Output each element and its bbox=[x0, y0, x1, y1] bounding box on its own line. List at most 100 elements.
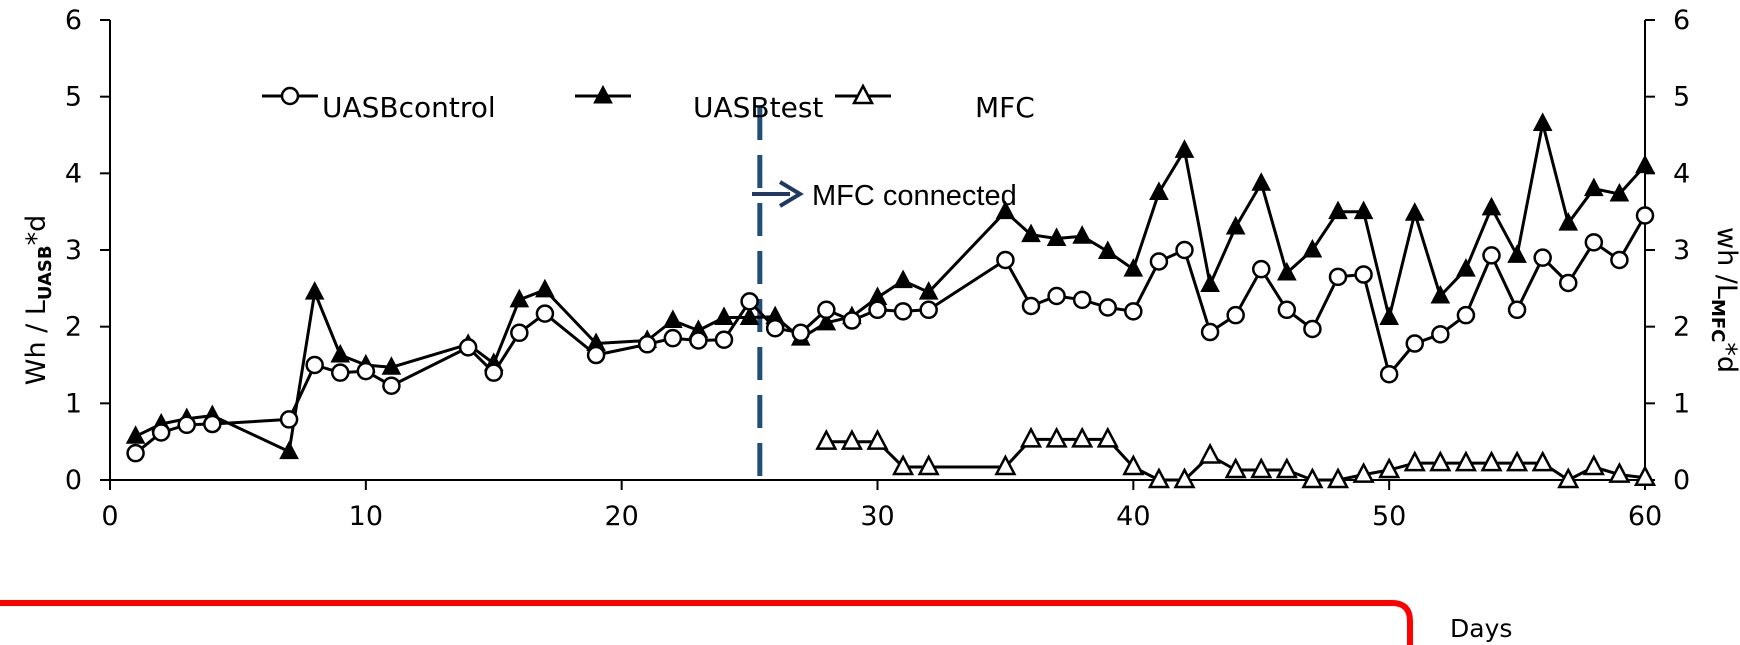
y-tick-label-left: 6 bbox=[65, 5, 82, 36]
annotation: MFC connected bbox=[752, 180, 1017, 212]
data-point-uasbcontrol bbox=[1431, 325, 1450, 344]
data-point-mfc bbox=[1045, 426, 1068, 448]
series-uasbcontrol bbox=[126, 206, 1655, 463]
x-tick-label: 50 bbox=[1372, 501, 1406, 532]
data-point-uasbtest bbox=[1276, 261, 1297, 281]
data-point-uasbtest bbox=[1328, 200, 1348, 220]
data-point-mfc bbox=[1352, 461, 1375, 483]
data-point-uasbcontrol bbox=[663, 328, 683, 348]
data-point-uasbcontrol bbox=[1405, 334, 1424, 353]
legend-item-mfc: MFC bbox=[835, 83, 1035, 124]
data-point-uasbcontrol bbox=[1124, 302, 1143, 321]
data-point-mfc bbox=[815, 428, 838, 450]
y-tick-label-right: 1 bbox=[1673, 388, 1690, 419]
data-point-uasbtest bbox=[918, 281, 939, 300]
legend: UASBcontrol UASBtest MFC bbox=[262, 83, 1035, 124]
data-point-uasbcontrol bbox=[1635, 206, 1655, 225]
data-point-uasbtest bbox=[1379, 306, 1400, 325]
data-point-mfc bbox=[1506, 450, 1529, 472]
y-tick-label-left: 0 bbox=[65, 465, 82, 496]
y-tick-label-right: 0 bbox=[1673, 465, 1690, 496]
axes: 0 01 12 23 34 45 56 60 10 20 30 40 50 60 bbox=[65, 5, 1690, 532]
data-point-uasbcontrol bbox=[1533, 248, 1552, 267]
data-point-uasbtest bbox=[1635, 154, 1655, 174]
data-point-mfc bbox=[994, 454, 1017, 476]
data-point-mfc bbox=[1454, 450, 1477, 472]
data-point-mfc bbox=[1608, 461, 1631, 483]
x-tick-label: 30 bbox=[860, 501, 894, 532]
plot-area bbox=[125, 112, 1657, 489]
data-point-uasbcontrol bbox=[842, 311, 862, 330]
y-axis-label-left: Wh / LUASB*d bbox=[21, 215, 56, 385]
data-point-uasbtest bbox=[739, 306, 760, 325]
series-line-uasbtest bbox=[134, 122, 1647, 454]
data-point-uasbtest bbox=[279, 440, 299, 460]
data-point-uasbcontrol bbox=[1149, 252, 1169, 271]
y-tick-label-right: 5 bbox=[1673, 82, 1690, 113]
data-point-uasbtest bbox=[1481, 196, 1502, 216]
data-point-uasbtest bbox=[893, 269, 913, 289]
legend-label-uasbtest: UASBtest bbox=[693, 91, 823, 124]
data-point-mfc bbox=[1582, 454, 1605, 476]
data-point-uasbcontrol bbox=[868, 300, 887, 320]
data-point-uasbtest bbox=[1251, 172, 1272, 191]
legend-item-uasbcontrol: UASBcontrol bbox=[262, 86, 496, 124]
x-tick-label: 0 bbox=[101, 501, 118, 532]
x-tick-label: 20 bbox=[604, 501, 638, 532]
series-uasbtest bbox=[125, 112, 1655, 460]
data-point-uasbcontrol bbox=[203, 414, 222, 434]
data-point-uasbtest bbox=[1353, 200, 1374, 220]
data-point-uasbtest bbox=[1532, 112, 1553, 131]
data-point-uasbtest bbox=[1200, 273, 1220, 292]
data-point-uasbtest bbox=[509, 288, 530, 308]
data-point-uasbcontrol bbox=[1303, 319, 1322, 339]
x-tick-label: 40 bbox=[1116, 501, 1150, 532]
data-point-uasbcontrol bbox=[1277, 300, 1297, 320]
data-point-uasbtest bbox=[1507, 244, 1527, 263]
legend-item-uasbtest: UASBtest bbox=[575, 84, 823, 124]
data-point-mfc bbox=[1019, 426, 1043, 448]
data-point-uasbcontrol bbox=[817, 300, 836, 320]
data-point-mfc bbox=[1096, 426, 1119, 448]
data-point-uasbcontrol bbox=[996, 250, 1015, 270]
y-tick-label-left: 1 bbox=[65, 388, 82, 419]
data-point-mfc bbox=[1147, 467, 1170, 489]
data-point-uasbcontrol bbox=[1482, 246, 1501, 265]
data-point-uasbcontrol bbox=[484, 363, 503, 382]
data-point-uasbcontrol bbox=[305, 355, 324, 375]
data-point-mfc bbox=[1326, 467, 1350, 489]
data-point-uasbcontrol bbox=[151, 423, 171, 442]
data-point-uasbcontrol bbox=[919, 300, 938, 320]
data-point-uasbcontrol bbox=[1559, 273, 1578, 293]
data-point-uasbcontrol bbox=[586, 345, 606, 365]
data-point-uasbtest bbox=[1609, 182, 1630, 202]
y-tick-label-right: 3 bbox=[1673, 235, 1690, 266]
data-point-uasbcontrol bbox=[1610, 250, 1629, 270]
data-point-uasbcontrol bbox=[1379, 364, 1399, 384]
data-point-mfc bbox=[1224, 457, 1247, 479]
data-point-mfc bbox=[1531, 450, 1554, 472]
data-point-uasbtest bbox=[1046, 227, 1067, 246]
data-point-mfc bbox=[840, 428, 863, 450]
arrow-right-icon bbox=[778, 180, 804, 208]
y-tick-label-left: 2 bbox=[65, 312, 82, 343]
data-point-mfc bbox=[892, 454, 915, 476]
y-tick-label-left: 5 bbox=[65, 82, 82, 113]
data-point-mfc bbox=[1122, 454, 1145, 476]
series-mfc bbox=[815, 426, 1657, 489]
data-point-uasbcontrol bbox=[1354, 265, 1373, 284]
data-point-mfc bbox=[1301, 467, 1324, 489]
data-point-uasbtest bbox=[1430, 284, 1451, 304]
data-point-mfc bbox=[1199, 442, 1222, 464]
annotation-text: MFC connected bbox=[812, 180, 1017, 212]
data-point-uasbtest bbox=[1404, 202, 1425, 221]
data-point-mfc bbox=[851, 83, 875, 105]
y-tick-label-right: 4 bbox=[1673, 158, 1690, 189]
data-point-uasbcontrol bbox=[1252, 259, 1271, 279]
data-point-mfc bbox=[1378, 457, 1401, 479]
data-point-mfc bbox=[1275, 457, 1298, 479]
x-tick-label: 10 bbox=[349, 501, 383, 532]
data-point-mfc bbox=[1403, 450, 1426, 472]
data-point-uasbtest bbox=[1174, 139, 1195, 158]
